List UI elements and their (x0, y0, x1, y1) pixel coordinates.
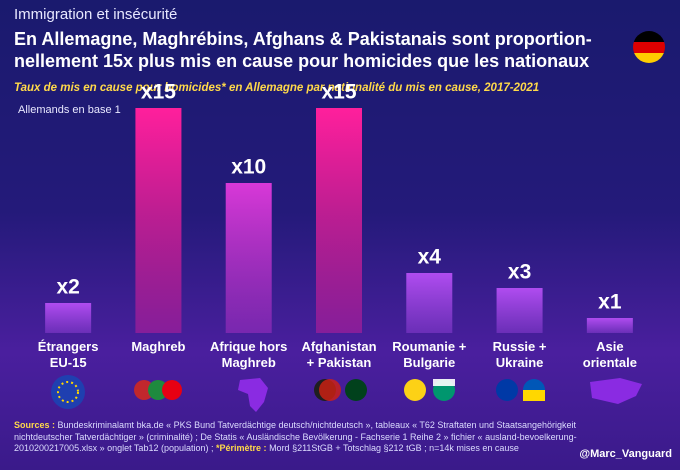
bar (496, 288, 543, 333)
x-tick-label: Maghreb (131, 339, 186, 354)
x-tick-label: Étrangers EU-15 (37, 339, 99, 370)
value-label: x2 (56, 276, 79, 299)
value-label: x15 (321, 81, 356, 104)
chart-subtitle: Taux de mis en cause pour homicides* en … (14, 82, 540, 94)
x-tick-label: Roumanie + Bulgarie (392, 339, 467, 370)
sources-text: Bundeskriminalamt bka.de « PKS Bund Tatv… (14, 420, 577, 453)
scope-label: *Périmètre : (216, 443, 267, 453)
bar (225, 183, 272, 333)
annotation: Allemands en base 1 (18, 104, 121, 116)
chart: x2 x15 x10 x15 x4 x3 x1 (45, 81, 633, 333)
bar (316, 108, 362, 333)
value-label: x3 (508, 261, 531, 284)
icons (51, 375, 642, 412)
scope-text: Mord §211StGB + Totschlag §212 tGB ; n=1… (269, 443, 519, 453)
sources-label: Sources : (14, 420, 56, 430)
bar (406, 273, 453, 333)
chart-title: En Allemagne, Maghrébins, Afghans & Paki… (14, 29, 592, 71)
bar (45, 303, 92, 333)
value-label: x1 (598, 291, 622, 314)
x-tick-label: Afghanistan + Pakistan (301, 339, 377, 370)
x-tick-label: Asie orientale (582, 339, 637, 370)
bar (586, 318, 633, 333)
x-tick-label: Russie + Ukraine (492, 339, 547, 370)
value-label: x4 (418, 246, 442, 269)
value-label: x15 (141, 81, 176, 104)
kicker: Immigration et insécurité (14, 6, 178, 23)
sources: Sources : Bundeskriminalamt bka.de « PKS… (14, 420, 614, 455)
value-label: x10 (231, 156, 266, 179)
bar (135, 108, 182, 333)
handle: @Marc_Vanguard (579, 448, 672, 460)
x-tick-label: Afrique hors Maghreb (210, 339, 288, 370)
germany-flag (633, 31, 665, 63)
